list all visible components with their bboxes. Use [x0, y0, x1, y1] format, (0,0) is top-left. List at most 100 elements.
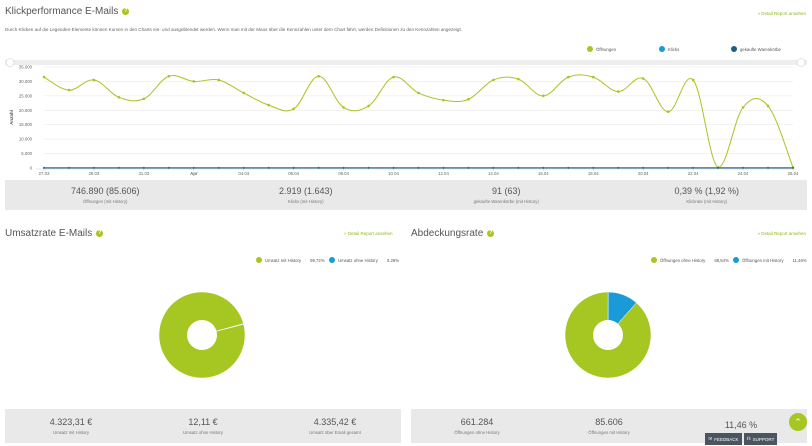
data-point-warenkoerbe[interactable] [667, 167, 670, 169]
data-point-warenkoerbe[interactable] [767, 167, 769, 169]
legend-item-oeffnungen-mit[interactable]: Öffnungen mit History 11,46% [733, 257, 807, 263]
data-point-oeffnungen[interactable] [367, 104, 370, 108]
kpi-umsatz-mit[interactable]: 4.323,31 € Umsatz mit History [5, 409, 137, 443]
kpi-oeffnungen-ohne[interactable]: 661.284 Öffnungen ohne History [411, 409, 543, 443]
kpi-abdeckungsrate[interactable]: 11,46 % [675, 409, 807, 443]
data-point-oeffnungen[interactable] [691, 78, 695, 82]
data-point-oeffnungen[interactable] [192, 80, 196, 83]
data-point-warenkoerbe[interactable] [317, 167, 320, 169]
data-point-warenkoerbe[interactable] [442, 167, 445, 169]
kpi-umsatz-gesamt[interactable]: 4.335,42 € Umsatz über Email gesamt [269, 409, 401, 443]
navigator-handle-right[interactable] [796, 58, 806, 67]
legend-item-umsatz-ohne[interactable]: Umsatz ohne History 0,28% [329, 257, 399, 263]
kpi-label: Umsatz ohne History [183, 430, 223, 435]
data-point-oeffnungen[interactable] [641, 77, 645, 80]
data-point-warenkoerbe[interactable] [417, 167, 420, 169]
data-point-warenkoerbe[interactable] [68, 167, 70, 169]
data-point-warenkoerbe[interactable] [192, 167, 195, 169]
kpi-klicks[interactable]: 2.919 (1.643) Klicks (mit History) [206, 180, 407, 210]
legend-item-klicks[interactable]: Klicks [659, 46, 679, 52]
data-point-warenkoerbe[interactable] [93, 167, 95, 169]
data-point-warenkoerbe[interactable] [43, 167, 45, 169]
data-point-oeffnungen[interactable] [542, 94, 545, 98]
kpi-value: 4.323,31 € [49, 417, 93, 427]
data-point-warenkoerbe[interactable] [217, 167, 220, 169]
chevron-up-icon: ⌃ [794, 417, 802, 427]
chart-navigator[interactable] [5, 60, 807, 65]
x-tick-label: 27.03 [39, 171, 50, 176]
data-point-oeffnungen[interactable] [242, 91, 246, 95]
data-point-oeffnungen[interactable] [342, 106, 345, 109]
data-point-warenkoerbe[interactable] [567, 167, 570, 169]
data-point-warenkoerbe[interactable] [592, 167, 595, 169]
data-point-oeffnungen[interactable] [292, 107, 295, 111]
data-point-warenkoerbe[interactable] [517, 167, 520, 169]
data-point-warenkoerbe[interactable] [717, 167, 719, 169]
kpi-value: 2.919 (1.643) [278, 186, 333, 196]
data-point-warenkoerbe[interactable] [542, 167, 545, 169]
line-chart[interactable]: 0 5.000 10.000 15.000 20.000 25.000 30.000 35.0… [0, 58, 812, 176]
data-point-warenkoerbe[interactable] [342, 167, 345, 169]
data-point-warenkoerbe[interactable] [242, 167, 245, 169]
data-point-warenkoerbe[interactable] [167, 167, 170, 169]
data-point-oeffnungen[interactable] [492, 78, 495, 82]
data-point-oeffnungen[interactable] [741, 106, 745, 109]
data-point-oeffnungen[interactable] [142, 97, 146, 101]
scroll-top-button[interactable]: ⌃ [789, 413, 807, 431]
kpi-oeffnungen[interactable]: 746.890 (85.606) Öffnungen (mit History) [5, 180, 206, 210]
legend-item-oeffnungen-ohne[interactable]: Öffnungen ohne History 88,54% [651, 257, 729, 263]
data-point-oeffnungen[interactable] [67, 88, 71, 92]
kpi-value: 0,39 % (1,92 %) [674, 186, 740, 196]
data-point-warenkoerbe[interactable] [467, 167, 470, 169]
legend-item-umsatz-mit[interactable]: Umsatz mit History 99,72% [256, 257, 325, 263]
data-point-oeffnungen[interactable] [317, 74, 320, 78]
help-icon[interactable]: ? [487, 230, 495, 237]
data-point-oeffnungen[interactable] [616, 90, 620, 93]
data-point-oeffnungen[interactable] [766, 104, 770, 108]
data-point-oeffnungen[interactable] [392, 75, 395, 79]
kpi-warenkoerbe[interactable]: 91 (63) gekaufte Warenkörbe (mit History) [406, 180, 607, 210]
donut-chart-umsatz[interactable] [152, 285, 252, 385]
data-point-warenkoerbe[interactable] [118, 167, 120, 169]
data-point-oeffnungen[interactable] [517, 77, 520, 81]
donut-chart-abdeckung[interactable] [558, 285, 658, 385]
data-point-warenkoerbe[interactable] [492, 167, 495, 169]
data-point-oeffnungen[interactable] [42, 75, 46, 79]
feedback-button[interactable]: ✉ FEEDBACK [705, 433, 742, 445]
help-icon[interactable]: ? [122, 8, 130, 15]
data-point-warenkoerbe[interactable] [692, 167, 695, 169]
data-point-warenkoerbe[interactable] [392, 167, 395, 169]
data-point-oeffnungen[interactable] [442, 98, 445, 102]
section-title-abdeckungsrate: Abdeckungsrate ? [411, 228, 495, 239]
help-icon[interactable]: ? [96, 230, 104, 237]
navigator-handle-left[interactable] [5, 58, 15, 67]
kpi-oeffnungen-mit[interactable]: 85.606 Öffnungen mit History [543, 409, 675, 443]
data-point-warenkoerbe[interactable] [292, 167, 295, 169]
data-point-oeffnungen[interactable] [567, 75, 570, 79]
data-point-warenkoerbe[interactable] [742, 167, 744, 169]
data-point-warenkoerbe[interactable] [617, 167, 620, 169]
data-point-oeffnungen[interactable] [267, 103, 271, 107]
detail-report-link[interactable]: » Detail Report ansehen [757, 11, 806, 16]
legend-item-oeffnungen[interactable]: Öffnungen [587, 46, 616, 52]
data-point-oeffnungen[interactable] [417, 91, 420, 95]
data-point-oeffnungen[interactable] [217, 78, 221, 82]
kpi-umsatz-ohne[interactable]: 12,11 € Umsatz ohne History [137, 409, 269, 443]
legend-item-warenkoerbe[interactable]: gekaufte Warenkörbe [731, 46, 781, 52]
data-point-oeffnungen[interactable] [591, 75, 595, 79]
data-point-warenkoerbe[interactable] [142, 167, 145, 169]
data-point-warenkoerbe[interactable] [267, 167, 270, 169]
detail-report-link[interactable]: » Detail Report ansehen [757, 231, 806, 236]
data-point-warenkoerbe[interactable] [367, 167, 370, 169]
support-button[interactable]: ☊ SUPPORT [744, 433, 777, 445]
data-point-oeffnungen[interactable] [666, 110, 670, 114]
data-point-oeffnungen[interactable] [167, 74, 171, 78]
detail-report-link[interactable]: » Detail Report ansehen [344, 231, 393, 236]
data-point-warenkoerbe[interactable] [642, 167, 645, 169]
data-point-oeffnungen[interactable] [92, 78, 96, 82]
section-title-text: Umsatzrate E-Mails [5, 228, 93, 239]
data-point-oeffnungen[interactable] [117, 96, 121, 99]
data-point-oeffnungen[interactable] [467, 98, 470, 101]
kpi-klickrate[interactable]: 0,39 % (1,92 %) Klickrate (mit History) [607, 180, 808, 210]
data-point-warenkoerbe[interactable] [792, 167, 794, 169]
